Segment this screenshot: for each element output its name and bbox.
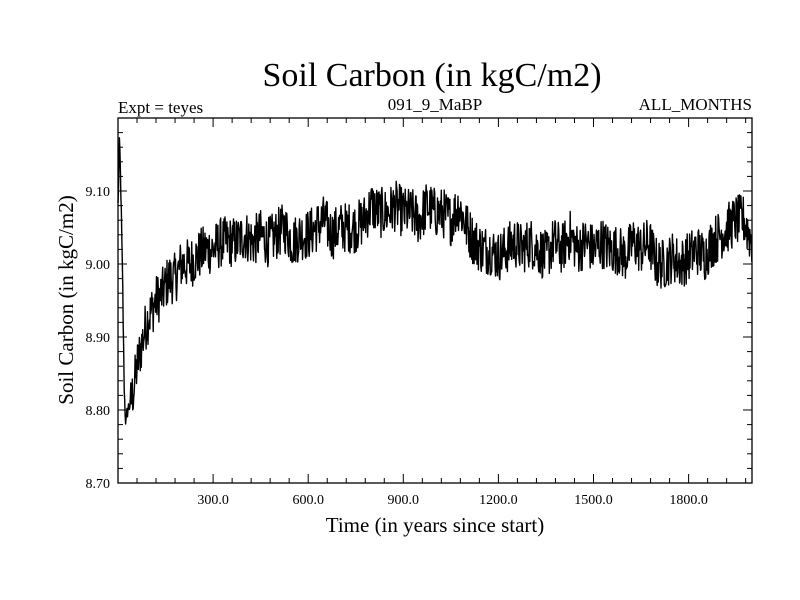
experiment-label: Expt = teyes xyxy=(118,98,203,117)
x-tick-label: 300.0 xyxy=(197,493,229,508)
x-tick-label: 1500.0 xyxy=(574,493,613,508)
y-tick-label: 9.10 xyxy=(86,185,111,200)
y-tick-label: 9.00 xyxy=(86,258,111,273)
series-line xyxy=(117,137,753,425)
chart-title: Soil Carbon (in kgC/m2) xyxy=(262,57,601,94)
y-axis-label: Soil Carbon (in kgC/m2) xyxy=(54,195,78,404)
y-tick-label: 8.80 xyxy=(86,404,111,419)
period-label: 091_9_MaBP xyxy=(388,95,482,114)
x-tick-label: 900.0 xyxy=(388,493,420,508)
months-label: ALL_MONTHS xyxy=(639,95,752,114)
y-tick-label: 8.70 xyxy=(86,477,111,492)
x-tick-label: 600.0 xyxy=(292,493,324,508)
x-axis-label: Time (in years since start) xyxy=(326,513,545,537)
x-tick-label: 1800.0 xyxy=(669,493,708,508)
y-tick-label: 8.90 xyxy=(86,331,111,346)
plot-frame xyxy=(117,117,753,484)
x-tick-label: 1200.0 xyxy=(479,493,518,508)
plot-area: 300.0 600.0 900.0 1200.0 1500.0 1800.0 8.70 8.8… xyxy=(86,117,753,508)
